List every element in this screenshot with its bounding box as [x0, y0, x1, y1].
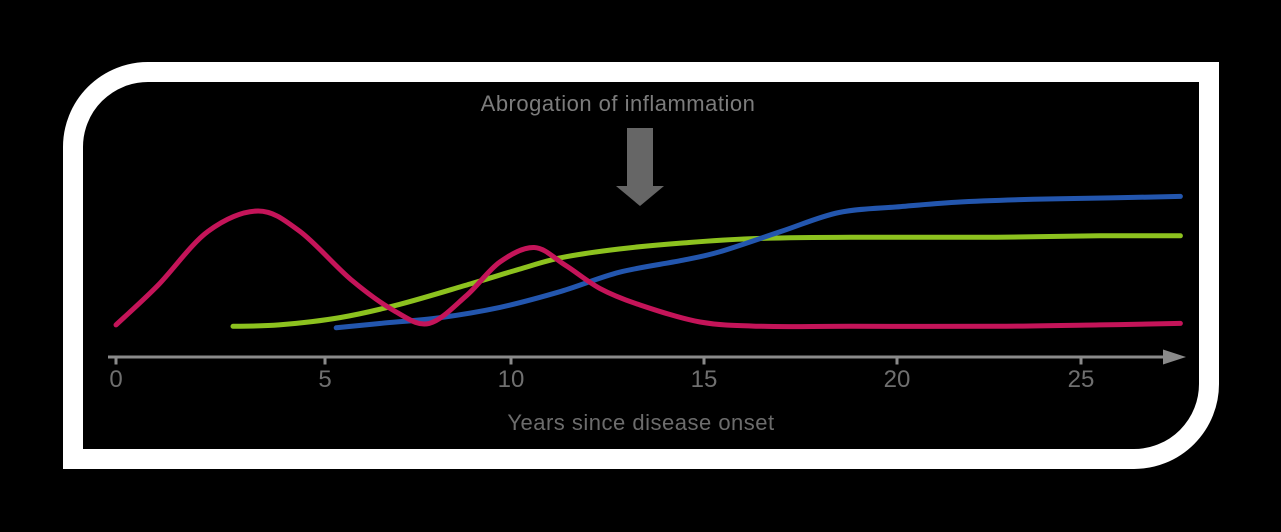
- blue-curve: [333, 193, 1183, 331]
- x-axis-arrowhead-icon: [1163, 349, 1186, 365]
- x-tick-label-5: 5: [318, 366, 332, 393]
- x-tick-label-25: 25: [1067, 366, 1095, 393]
- rounded-frame-border: [63, 62, 1219, 469]
- annotation-text: Abrogation of inflammation: [480, 91, 756, 116]
- down-arrow-icon-head: [616, 186, 664, 206]
- x-tick-label-20: 20: [883, 366, 911, 393]
- x-tick-label-10: 10: [497, 366, 525, 393]
- red-curve: [113, 208, 1183, 330]
- curves: [113, 193, 1183, 331]
- x-axis: [108, 349, 1186, 365]
- down-arrow-icon: [627, 128, 653, 186]
- x-axis-title: Years since disease onset: [507, 410, 775, 435]
- green-curve: [230, 233, 1183, 329]
- x-tick-label-0: 0: [109, 366, 123, 393]
- x-tick-label-15: 15: [690, 366, 718, 393]
